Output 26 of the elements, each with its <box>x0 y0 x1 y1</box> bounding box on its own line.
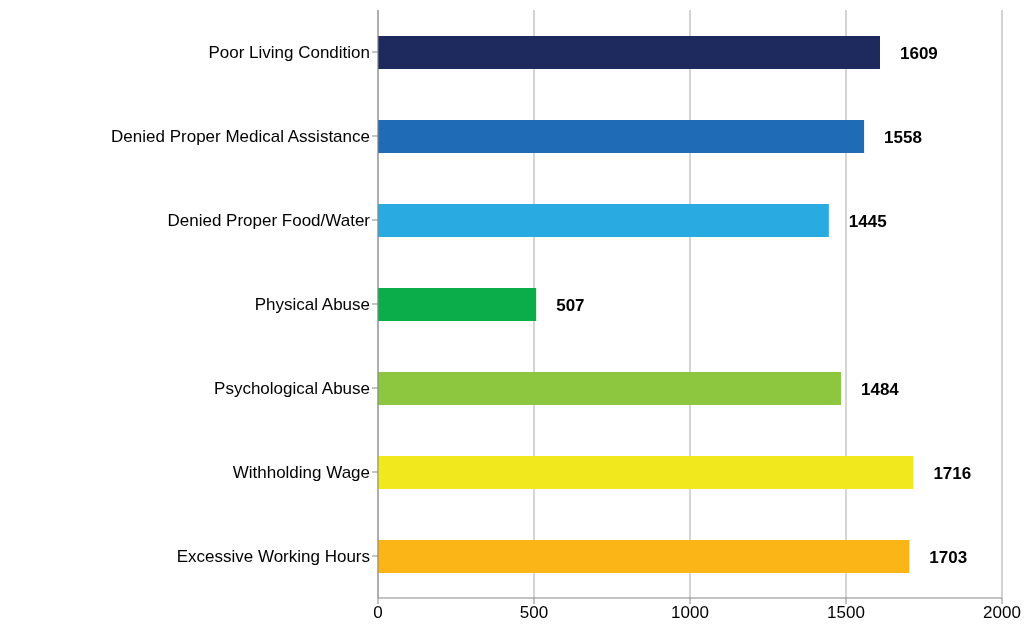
y-tick-label: Physical Abuse <box>254 295 370 315</box>
data-label: 1716 <box>933 463 972 483</box>
bar <box>378 456 914 489</box>
bar <box>378 372 842 405</box>
x-tick-label: 0 <box>373 603 383 623</box>
data-label: 1558 <box>884 127 922 147</box>
bar <box>378 36 881 69</box>
y-tick-label: Excessive Working Hours <box>176 547 370 567</box>
bar <box>378 120 865 153</box>
data-label: 1609 <box>900 43 938 63</box>
x-tick-label: 1500 <box>827 603 865 623</box>
y-tick-label: Withholding Wage <box>232 463 370 483</box>
x-tick-label: 1000 <box>671 603 709 623</box>
data-label: 1445 <box>848 211 887 231</box>
data-label: 1703 <box>929 547 968 567</box>
y-tick-label: Denied Proper Food/Water <box>167 211 371 231</box>
x-tick-label: 500 <box>519 603 549 623</box>
data-label: 507 <box>556 295 585 315</box>
y-tick-label: Psychological Abuse <box>214 379 370 399</box>
bar <box>378 540 910 573</box>
bar <box>378 288 537 321</box>
y-tick-label: Denied Proper Medical Assistance <box>111 127 370 147</box>
bar <box>378 204 829 237</box>
x-tick-label: 2000 <box>983 603 1021 623</box>
y-tick-label: Poor Living Condition <box>208 43 370 63</box>
data-label: 1484 <box>861 379 900 399</box>
